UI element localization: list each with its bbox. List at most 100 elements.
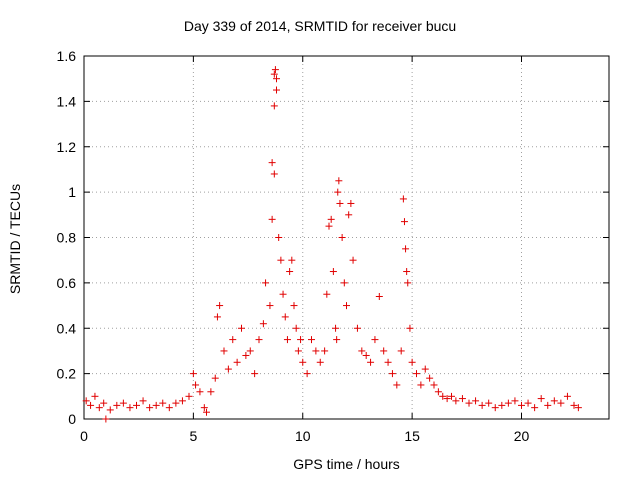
y-axis-label: SRMTID / TECUs — [7, 183, 23, 295]
data-point — [178, 397, 186, 405]
chart-title: Day 339 of 2014, SRMTID for receiver buc… — [183, 18, 457, 34]
data-point — [203, 408, 210, 416]
data-point — [421, 365, 429, 373]
y-tick-label: 0 — [68, 411, 76, 427]
data-point — [277, 256, 285, 264]
data-point — [146, 404, 154, 412]
tick-labels: 0 0.2 0.4 0.6 0.8 1 1.2 1.4 1.6 0 5 10 15 20 — [57, 48, 530, 444]
data-point — [133, 401, 140, 409]
data-point — [255, 336, 263, 344]
data-point — [207, 388, 215, 396]
data-point — [353, 324, 361, 332]
data-point — [102, 415, 110, 423]
data-point — [550, 397, 558, 405]
data-point — [403, 268, 411, 276]
data-point — [220, 347, 228, 355]
y-tick-label: 0.6 — [57, 275, 77, 291]
data-point — [574, 404, 582, 412]
data-point — [518, 401, 525, 409]
data-point — [334, 188, 342, 196]
data-point — [288, 256, 296, 264]
y-tick-label: 0.2 — [57, 366, 77, 382]
data-point — [557, 399, 565, 407]
data-point — [531, 404, 539, 412]
data-point — [165, 404, 173, 412]
data-point — [185, 392, 193, 400]
data-point — [329, 268, 337, 276]
data-point — [126, 404, 134, 412]
data-point — [336, 199, 344, 207]
data-point — [251, 370, 259, 378]
data-point — [343, 302, 350, 310]
data-point — [270, 102, 278, 110]
data-point — [113, 401, 121, 409]
data-point — [345, 211, 353, 219]
data-point — [347, 199, 355, 207]
axes — [83, 55, 610, 420]
data-point — [196, 388, 204, 396]
grid-lines — [84, 56, 609, 419]
data-point — [299, 358, 307, 366]
data-point — [268, 215, 276, 223]
data-point — [335, 177, 343, 185]
data-point — [95, 404, 103, 412]
data-point — [189, 370, 197, 378]
data-point — [399, 195, 407, 203]
data-point — [152, 401, 160, 409]
data-point — [358, 347, 366, 355]
data-point — [159, 399, 167, 407]
data-point — [292, 324, 300, 332]
data-point — [375, 292, 383, 300]
data-point — [100, 399, 108, 407]
data-point — [213, 313, 221, 321]
data-point — [478, 401, 486, 409]
data-point — [192, 381, 200, 389]
data-point — [340, 279, 348, 287]
data-point — [312, 347, 320, 355]
data-point — [294, 347, 302, 355]
data-point — [303, 370, 311, 378]
data-point — [270, 70, 278, 78]
data-point — [273, 86, 280, 94]
data-point — [448, 392, 455, 400]
data-point — [87, 401, 95, 409]
data-point — [413, 370, 420, 378]
data-point — [443, 395, 451, 403]
data-point — [332, 324, 340, 332]
data-point — [439, 392, 447, 400]
data-point — [200, 404, 208, 412]
y-tick-label: 1.4 — [57, 93, 77, 109]
data-point — [281, 313, 289, 321]
data-point — [323, 290, 331, 298]
data-points — [82, 66, 582, 423]
data-point — [259, 320, 267, 328]
data-point — [393, 381, 401, 389]
data-point — [321, 347, 329, 355]
data-point — [371, 336, 379, 344]
x-tick-label: 10 — [295, 428, 311, 444]
data-point — [308, 336, 315, 344]
data-point — [266, 302, 274, 310]
y-tick-label: 0.8 — [57, 230, 77, 246]
y-tick-label: 1 — [68, 184, 76, 200]
data-point — [417, 381, 425, 389]
data-point — [458, 395, 466, 403]
data-point — [570, 401, 578, 409]
data-point — [485, 399, 493, 407]
data-point — [430, 381, 438, 389]
data-point — [362, 351, 370, 359]
data-point — [397, 347, 405, 355]
y-tick-label: 1.6 — [57, 48, 77, 64]
data-point — [408, 358, 416, 366]
data-point — [388, 370, 396, 378]
data-point — [216, 302, 224, 310]
data-point — [316, 358, 324, 366]
data-point — [297, 336, 305, 344]
y-tick-label: 0.4 — [57, 320, 77, 336]
data-point — [273, 75, 280, 83]
data-point — [229, 336, 237, 344]
data-point — [426, 374, 434, 382]
data-point — [367, 358, 375, 366]
data-point — [238, 324, 245, 332]
